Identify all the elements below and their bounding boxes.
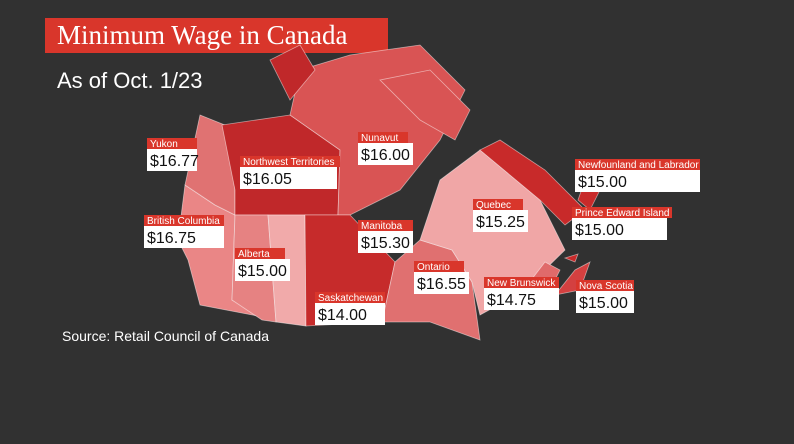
wage: $16.77 bbox=[150, 153, 199, 170]
wage-box bbox=[358, 143, 413, 165]
title: Minimum Wage in Canada bbox=[57, 20, 348, 50]
region-name: Quebec bbox=[476, 200, 511, 211]
wage-box bbox=[572, 218, 667, 240]
region-tag bbox=[576, 280, 634, 291]
region-name: Northwest Territories bbox=[243, 157, 335, 168]
region-tag bbox=[240, 156, 340, 167]
region-name: Nova Scotia bbox=[579, 281, 633, 292]
wage-box bbox=[235, 259, 290, 281]
region-tag bbox=[484, 277, 559, 288]
wage-box bbox=[147, 149, 197, 171]
region-name: Prince Edward Island bbox=[575, 208, 670, 219]
source: Source: Retail Council of Canada bbox=[62, 328, 269, 344]
region-name: British Columbia bbox=[147, 216, 220, 227]
region-name: Yukon bbox=[150, 139, 178, 150]
region-name: Saskatchewan bbox=[318, 293, 383, 304]
wage-box bbox=[358, 231, 413, 253]
region-tag bbox=[358, 220, 413, 231]
wage: $15.00 bbox=[578, 174, 627, 191]
region-tag bbox=[575, 159, 700, 170]
wage: $15.00 bbox=[579, 295, 628, 312]
region-name: Ontario bbox=[417, 262, 450, 273]
wage: $16.05 bbox=[243, 171, 292, 188]
region-tag bbox=[315, 292, 385, 303]
wage-box bbox=[315, 303, 385, 325]
region-tag bbox=[414, 261, 464, 272]
region-name: Alberta bbox=[238, 249, 270, 260]
wage-box bbox=[484, 288, 559, 310]
region-tag bbox=[358, 132, 408, 143]
nova-scotia bbox=[554, 261, 591, 296]
region-name: New Brunswick bbox=[487, 278, 556, 289]
wage: $15.00 bbox=[238, 263, 287, 280]
region-tag bbox=[572, 207, 672, 218]
wage-box bbox=[575, 170, 700, 192]
wage-box bbox=[414, 272, 469, 294]
subtitle: As of Oct. 1/23 bbox=[57, 68, 203, 93]
wage: $15.25 bbox=[476, 214, 525, 231]
region-name: Manitoba bbox=[361, 221, 403, 232]
region-name: Newfounland and Labrador bbox=[578, 160, 699, 171]
nunavut-island bbox=[379, 69, 471, 141]
title-bar bbox=[45, 18, 388, 53]
wage: $16.55 bbox=[417, 276, 466, 293]
wage: $16.00 bbox=[361, 147, 410, 164]
wage: $15.00 bbox=[575, 222, 624, 239]
region-name: Nunavut bbox=[361, 133, 398, 144]
wage-box bbox=[473, 210, 528, 232]
region-tag bbox=[235, 248, 285, 259]
region-tag bbox=[147, 138, 197, 149]
arctic-island bbox=[269, 44, 316, 101]
wage-box bbox=[576, 291, 634, 313]
wage-box bbox=[144, 226, 224, 248]
region-tag bbox=[473, 199, 523, 210]
wage: $15.30 bbox=[361, 235, 410, 252]
region-tag bbox=[144, 215, 224, 226]
wage-box bbox=[240, 167, 337, 189]
wage: $14.00 bbox=[318, 307, 367, 324]
wage: $14.75 bbox=[487, 292, 536, 309]
wage: $16.75 bbox=[147, 230, 196, 247]
prince-edward-island bbox=[563, 253, 579, 263]
labels: Yukon $16.77 Northwest Territories $16.05 Nu… bbox=[144, 132, 700, 325]
